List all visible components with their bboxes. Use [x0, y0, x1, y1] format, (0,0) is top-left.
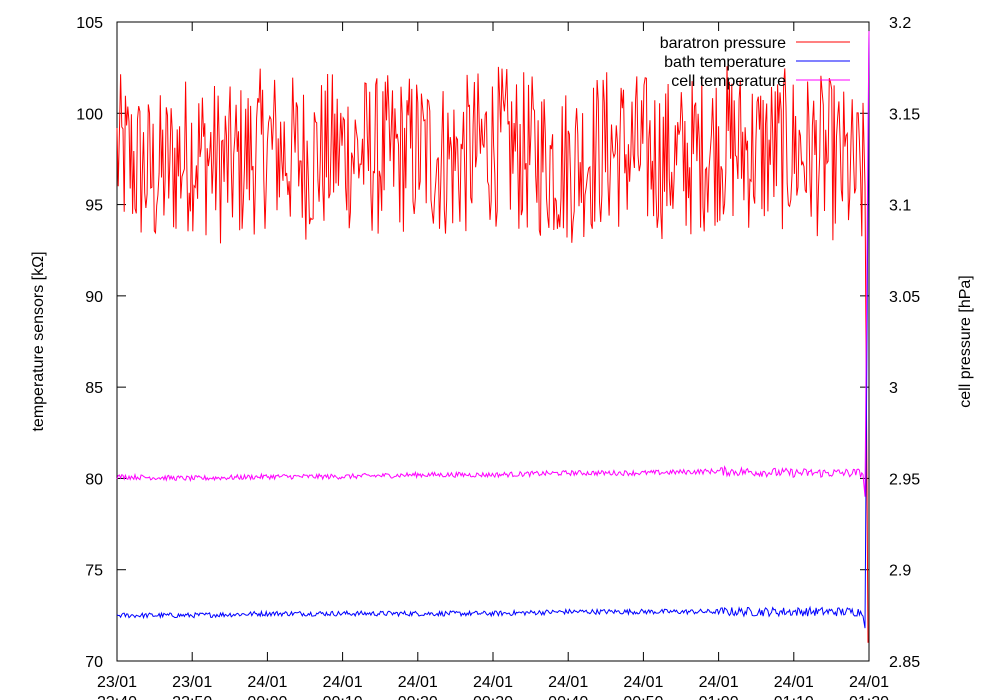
x-tick-time: 01:20	[849, 694, 889, 700]
series-line-cell-temperature	[116, 31, 870, 497]
series-line-baratron-pressure	[116, 66, 869, 643]
y-left-tick-label: 70	[85, 654, 103, 671]
series-line-bath-temperature	[116, 31, 870, 629]
x-tick-time: 01:00	[699, 694, 739, 700]
y-right-axis-title: cell pressure [hPa]	[957, 275, 974, 408]
y-left-axis-title: temperature sensors [kΩ]	[30, 251, 47, 431]
y-left-tick-label: 80	[85, 471, 103, 488]
x-tick-time: 00:10	[323, 694, 363, 700]
y-right-tick-label: 3.15	[889, 106, 920, 123]
x-tick-date: 24/01	[699, 674, 739, 691]
y-right-tick-label: 2.95	[889, 471, 920, 488]
legend-label-baratron-pressure: baratron pressure	[660, 35, 786, 52]
x-tick-date: 24/01	[398, 674, 438, 691]
x-tick-date: 23/01	[97, 674, 137, 691]
x-tick-date: 24/01	[774, 674, 814, 691]
x-tick-date: 24/01	[849, 674, 889, 691]
y-left-tick-label: 95	[85, 198, 103, 215]
y-right-tick-label: 3.05	[889, 289, 920, 306]
y-right-tick-label: 2.9	[889, 563, 911, 580]
x-tick-time: 00:00	[247, 694, 287, 700]
x-tick-time: 00:20	[398, 694, 438, 700]
legend-label-bath-temperature: bath temperature	[664, 54, 786, 71]
x-tick-date: 24/01	[473, 674, 513, 691]
y-left-tick-label: 75	[85, 563, 103, 580]
x-tick-date: 24/01	[548, 674, 588, 691]
x-tick-time: 23:50	[172, 694, 212, 700]
y-right-tick-label: 3	[889, 380, 898, 397]
x-tick-date: 24/01	[247, 674, 287, 691]
y-left-tick-label: 105	[76, 15, 103, 32]
x-tick-time: 00:40	[548, 694, 588, 700]
y-right-tick-label: 3.2	[889, 15, 911, 32]
y-left-tick-label: 90	[85, 289, 103, 306]
y-left-tick-label: 100	[76, 106, 103, 123]
x-tick-date: 24/01	[323, 674, 363, 691]
x-tick-time: 00:50	[623, 694, 663, 700]
x-tick-date: 24/01	[623, 674, 663, 691]
y-right-tick-label: 2.85	[889, 654, 920, 671]
y-right-tick-label: 3.1	[889, 198, 911, 215]
x-tick-time: 01:10	[774, 694, 814, 700]
x-tick-time: 00:30	[473, 694, 513, 700]
y-left-tick-label: 85	[85, 380, 103, 397]
x-tick-time: 23:40	[97, 694, 137, 700]
legend-label-cell-temperature: cell temperature	[671, 73, 786, 90]
x-tick-date: 23/01	[172, 674, 212, 691]
